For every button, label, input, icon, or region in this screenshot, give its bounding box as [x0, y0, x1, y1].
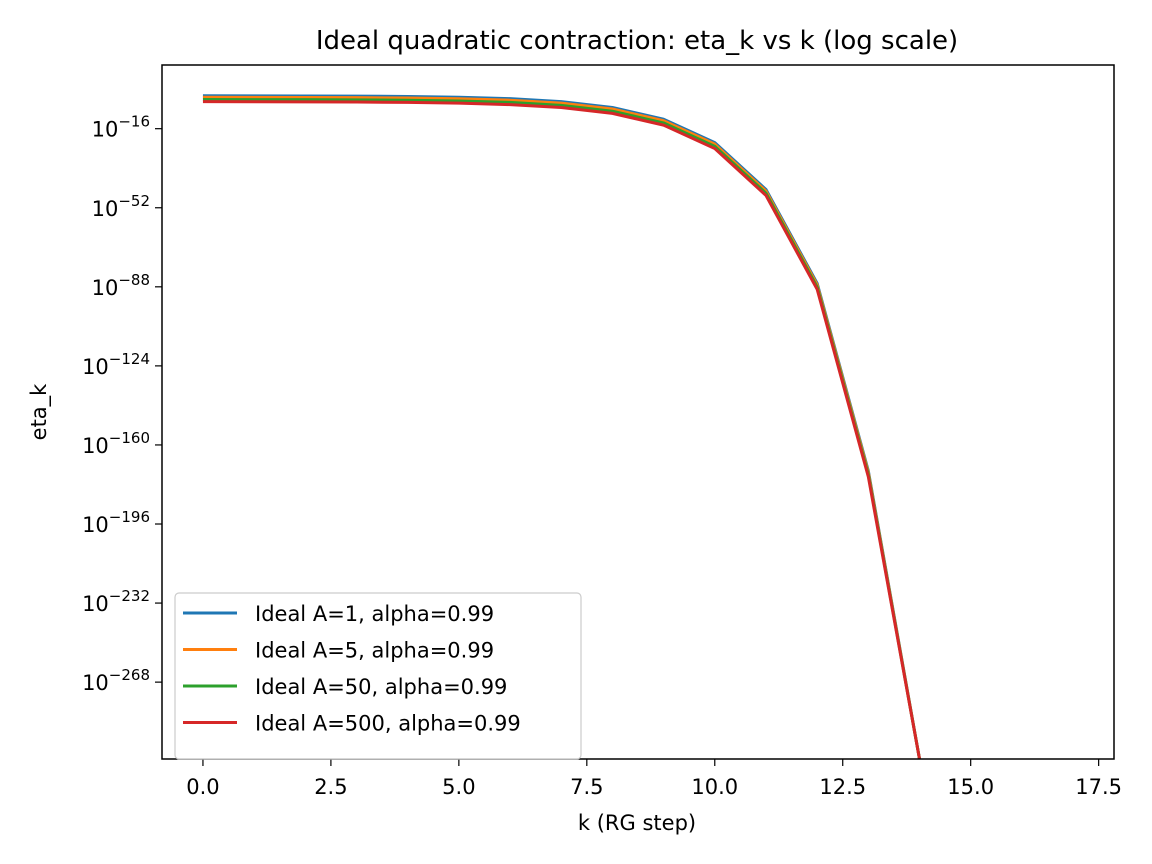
y-tick-label: 10−124: [82, 350, 150, 379]
y-tick-base: 10: [92, 118, 119, 142]
x-tick-label: 12.5: [819, 775, 866, 799]
x-axis-label: k (RG step): [578, 811, 696, 835]
legend-label: Ideal A=1, alpha=0.99: [255, 602, 494, 626]
y-tick-label: 10−196: [82, 508, 150, 537]
chart-title: Ideal quadratic contraction: eta_k vs k …: [316, 26, 958, 56]
y-tick-exponent: −124: [109, 350, 150, 368]
y-tick-label: 10−268: [82, 666, 150, 695]
y-tick-exponent: −232: [109, 587, 150, 605]
x-tick-label: 2.5: [314, 775, 347, 799]
y-axis-label: eta_k: [27, 383, 52, 441]
x-tick-label: 10.0: [691, 775, 738, 799]
y-ticks: 10−1610−5210−8810−12410−16010−19610−2321…: [82, 113, 162, 695]
series-line: [202, 100, 921, 760]
y-tick-exponent: −88: [118, 271, 150, 289]
y-tick-base: 10: [82, 434, 109, 458]
y-tick-base: 10: [92, 276, 119, 300]
y-tick-label: 10−232: [82, 587, 150, 616]
y-tick-label: 10−16: [92, 113, 150, 142]
series-layer: [202, 94, 921, 760]
y-tick-exponent: −196: [109, 508, 150, 526]
legend: Ideal A=1, alpha=0.99 Ideal A=5, alpha=0.…: [174, 592, 582, 760]
legend-box: [174, 592, 582, 760]
legend-label: Ideal A=500, alpha=0.99: [255, 712, 521, 736]
legend-label: Ideal A=50, alpha=0.99: [255, 675, 507, 699]
y-tick-base: 10: [82, 592, 109, 616]
y-tick-base: 10: [82, 355, 109, 379]
y-tick-exponent: −52: [118, 192, 150, 210]
y-tick-exponent: −16: [118, 113, 150, 131]
x-tick-label: 15.0: [947, 775, 994, 799]
plot-frame: [161, 64, 1115, 760]
x-tick-label: 17.5: [1075, 775, 1122, 799]
y-tick-label: 10−160: [82, 429, 150, 458]
y-tick-base: 10: [82, 513, 109, 537]
y-tick-exponent: −160: [109, 429, 150, 447]
y-tick-base: 10: [82, 671, 109, 695]
y-tick-exponent: −268: [109, 666, 150, 684]
y-tick-label: 10−88: [92, 271, 150, 300]
y-tick-label: 10−52: [92, 192, 150, 221]
y-tick-base: 10: [92, 197, 119, 221]
x-ticks: 0.0 2.5 5.0 7.5 10.0 12.5 15.0 17.5: [186, 759, 1122, 799]
x-tick-label: 5.0: [442, 775, 475, 799]
legend-label: Ideal A=5, alpha=0.99: [255, 639, 494, 663]
x-tick-label: 7.5: [570, 775, 603, 799]
x-tick-label: 0.0: [186, 775, 219, 799]
